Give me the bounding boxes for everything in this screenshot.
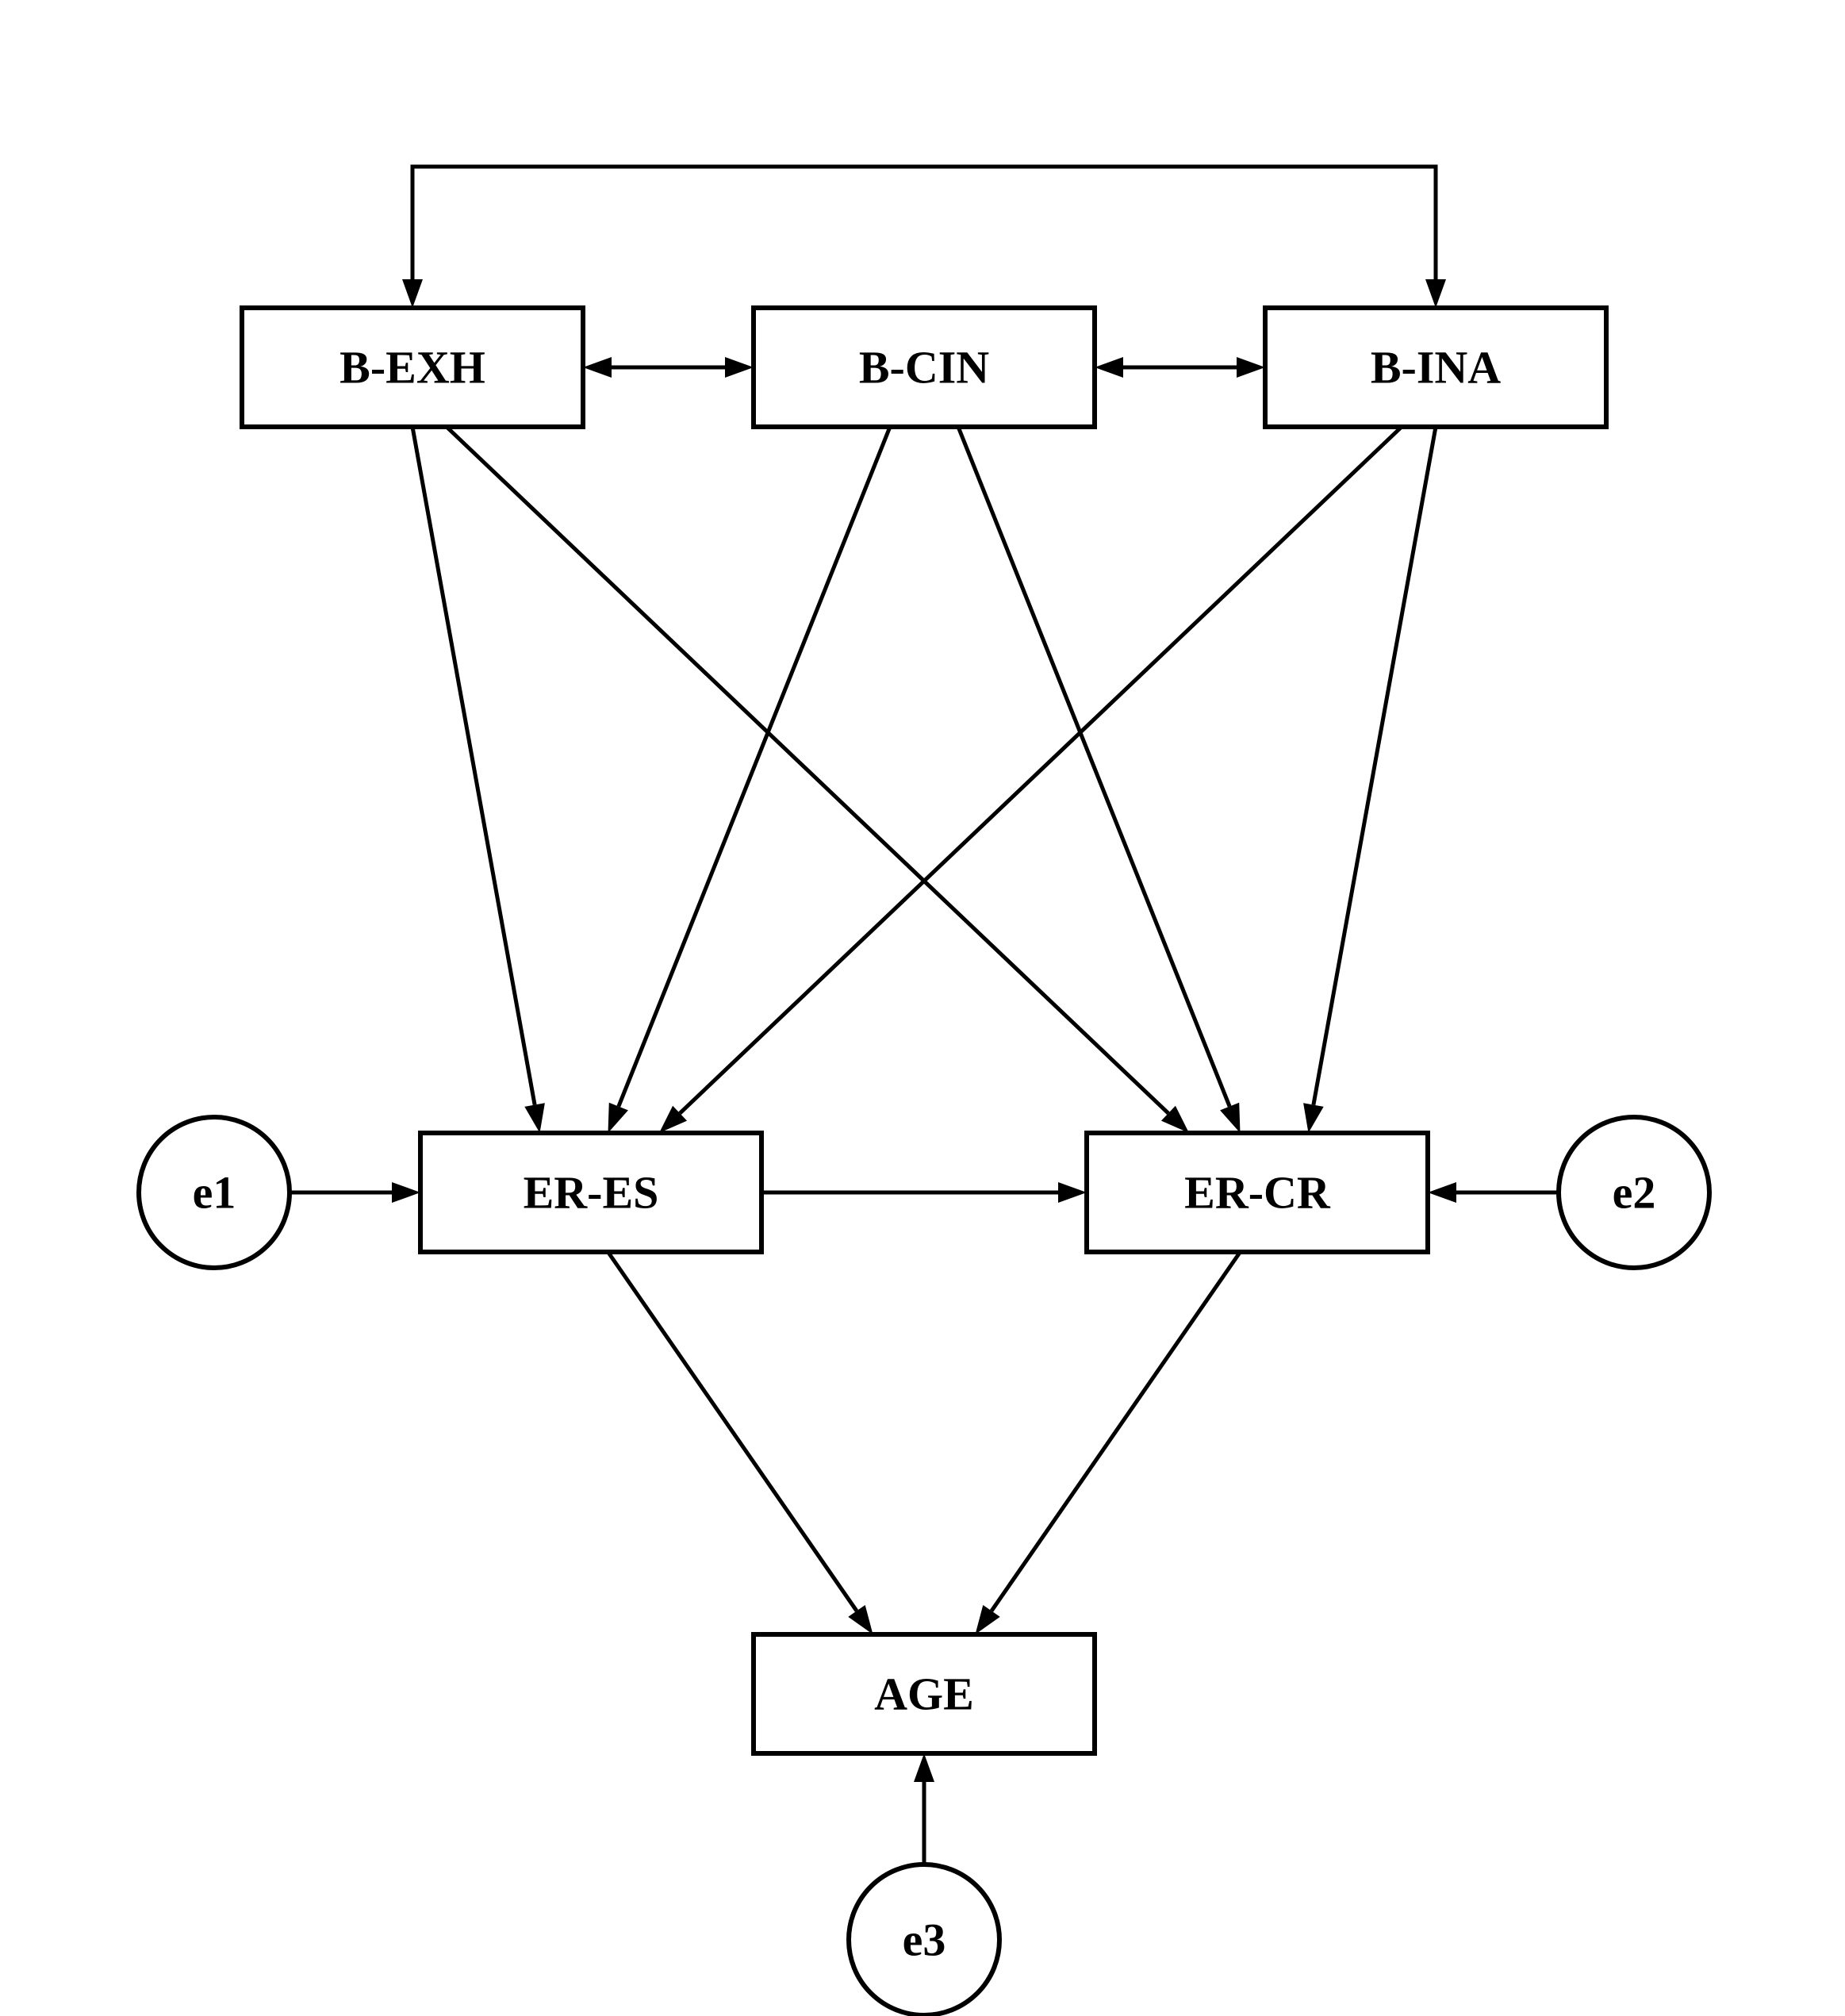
arrowhead-icon xyxy=(608,1103,628,1133)
arrowhead-icon xyxy=(725,357,754,378)
arrowhead-icon xyxy=(976,1605,1000,1634)
node-label-bina: B-INA xyxy=(1371,342,1501,394)
node-label-e2: e2 xyxy=(1613,1167,1656,1219)
arrowhead-icon xyxy=(848,1605,873,1634)
arrowhead-icon xyxy=(392,1182,420,1203)
arrowhead-icon xyxy=(1303,1103,1324,1133)
edge xyxy=(1314,427,1436,1105)
edge xyxy=(619,427,890,1107)
arrowhead-icon xyxy=(524,1103,545,1133)
arrowhead-icon xyxy=(583,357,612,378)
arrowhead-icon xyxy=(914,1753,934,1782)
path-diagram: B-EXH B-CIN B-INA ER-ES ER-CR AGE e1 e2 e3 xyxy=(0,0,1845,2016)
edge xyxy=(680,427,1402,1113)
edge xyxy=(447,427,1168,1113)
edge xyxy=(958,427,1229,1107)
node-label-ercr: ER-CR xyxy=(1184,1167,1331,1219)
arrowhead-icon xyxy=(1237,357,1265,378)
arrowhead-icon xyxy=(1095,357,1123,378)
node-label-eres: ER-ES xyxy=(524,1167,659,1219)
arrowhead-icon xyxy=(402,279,423,308)
edge xyxy=(992,1252,1240,1611)
arrowhead-icon xyxy=(1428,1182,1456,1203)
node-label-bexh: B-EXH xyxy=(339,342,485,394)
node-label-e3: e3 xyxy=(903,1914,946,1966)
edge-top-bracket xyxy=(412,167,1436,279)
arrowhead-icon xyxy=(1058,1182,1087,1203)
node-label-e1: e1 xyxy=(193,1167,236,1219)
arrowhead-icon xyxy=(1425,279,1446,308)
node-label-bcin: B-CIN xyxy=(859,342,989,394)
node-label-age: AGE xyxy=(874,1668,974,1720)
edge xyxy=(412,427,535,1105)
edge xyxy=(608,1252,857,1611)
arrowhead-icon xyxy=(1220,1103,1240,1133)
